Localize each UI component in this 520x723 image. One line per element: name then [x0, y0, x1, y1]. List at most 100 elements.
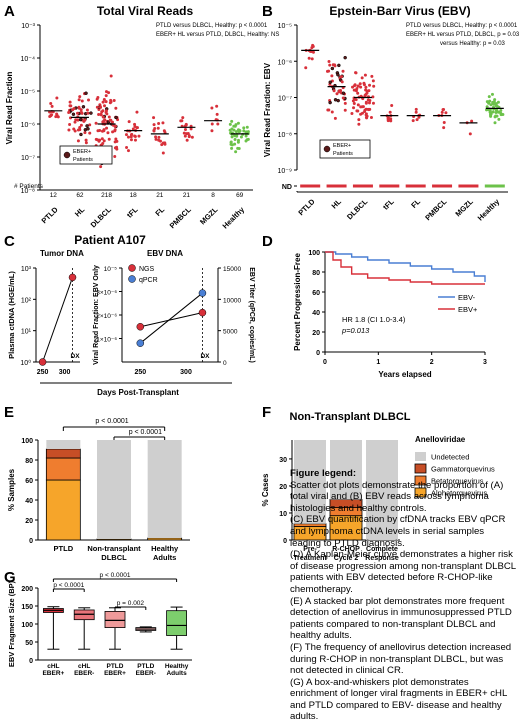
panel-a-point [157, 135, 161, 139]
panel-a-point [100, 137, 104, 141]
panel-c-ngs-line [140, 312, 203, 328]
panel-b-point [330, 110, 334, 114]
panel-a-point [104, 94, 108, 98]
panel-a-point [80, 99, 84, 103]
panel-a-n-count: 12 [50, 192, 58, 199]
panel-a-point [152, 129, 156, 133]
panel-f-bar-undetected [366, 440, 398, 540]
panel-b-point [361, 105, 365, 109]
panel-f-bar-undetected [330, 440, 362, 500]
panel-b-point [341, 96, 345, 100]
panel-a-point [108, 118, 112, 122]
panel-e-y-tick-label: 0 [29, 538, 33, 545]
panel-c-right-y2-axis-label: EBV Titer (qPCR, copies/mL) [248, 267, 255, 363]
panel-a-point [133, 134, 137, 138]
panel-f-legend-label: Gammatorquevirus [431, 465, 495, 474]
panel-d-annotation: p=0.013 [341, 326, 370, 335]
panel-b-point [357, 118, 361, 122]
panel-a-point [95, 97, 99, 101]
panel-f-y-tick-label: 0 [283, 538, 287, 545]
panel-a-point [234, 123, 238, 127]
panel-b-y-tick-label: 10⁻⁹ [278, 168, 292, 175]
panel-a-x-tick-label: FL [153, 205, 166, 218]
panel-b-point [442, 107, 446, 111]
panel-a-point [94, 121, 98, 125]
panel-a-x-tick-label: Healthy [221, 204, 247, 230]
panel-b-point [485, 100, 489, 104]
panel-a-point [111, 130, 115, 134]
panel-b-point [386, 119, 390, 123]
panel-a-point [179, 119, 183, 123]
panel-g-x-tick-label: EBER- [74, 670, 94, 676]
panel-b-point [489, 114, 493, 118]
panel-c-right-x-tick-label: 250 [134, 369, 146, 376]
panel-b-point [332, 89, 336, 93]
panel-a-point [244, 134, 248, 138]
panel-c-ngs-point [198, 308, 207, 317]
panel-c-legend-qpcr-label: qPCR [139, 277, 158, 284]
panel-b-y-tick-label: 10⁻⁷ [278, 96, 292, 103]
panel-a-x-tick-label: HL [73, 205, 87, 219]
panel-a-point [215, 104, 219, 108]
panel-a-n-label: # Patients [14, 183, 44, 190]
panel-b-point [364, 88, 368, 92]
panel-e-sig-label: p < 0.0001 [95, 418, 128, 425]
panel-d-x-tick-label: 1 [376, 359, 380, 366]
panel-b-nd-band [405, 184, 426, 188]
panel-a-point [152, 123, 156, 127]
panel-b-point [330, 74, 334, 78]
panel-a-point [54, 115, 58, 119]
panel-b-point [328, 100, 332, 105]
panel-c-qpcr-point [136, 339, 145, 347]
panel-f-y-tick-label: 10 [279, 511, 287, 518]
panel-b-y-tick-label: 10⁻⁵ [278, 23, 292, 30]
panel-a-point [67, 111, 71, 115]
panel-f-legend-swatch [415, 452, 426, 461]
panel-g-x-tick-label: EBER+ [42, 670, 64, 676]
panel-a-point [237, 138, 241, 142]
panel-b-point [364, 112, 368, 116]
panel-b-point [496, 100, 500, 104]
panel-b-point [485, 105, 489, 109]
panel-a-point [87, 98, 91, 102]
panel-e-x-tick-label: Healthy [151, 544, 179, 553]
panel-b-point [444, 111, 448, 115]
panel-c-right-y-tick-label: 3×10⁻⁶ [96, 290, 117, 297]
panel-b-point [369, 116, 373, 120]
panel-b-point [351, 85, 355, 89]
panel-b-annotation: EBER+ HL versus PTLD, DLBCL, p = 0.03 [406, 32, 520, 38]
panel-b-point [328, 80, 332, 84]
panel-a-point [89, 111, 93, 115]
panel-a-point [50, 104, 54, 108]
panel-a-point [78, 117, 83, 122]
panel-a-point [183, 127, 187, 131]
panel-b-point [356, 84, 360, 88]
panel-b-point [497, 117, 501, 121]
panel-a-point [99, 113, 103, 117]
panel-g-y-tick-label: 100 [21, 622, 33, 629]
panel-g-sig-label: p = 0.002 [117, 600, 145, 607]
panel-b-point [343, 55, 347, 60]
panel-c-x-axis-label: Days Post-Transplant [97, 388, 179, 397]
panel-a-point [230, 143, 234, 147]
panel-b-point [489, 103, 493, 107]
panel-b-point [442, 126, 446, 130]
panel-a-legend-label: EBER+ [73, 149, 91, 155]
panel-a-point [97, 139, 101, 143]
panel-b-nd-band [432, 184, 453, 188]
panel-a-n-count: 21 [156, 192, 164, 199]
panel-b-x-tick-label: DLBCL [345, 197, 370, 222]
panel-f-legend-swatch [414, 463, 427, 474]
panel-g-x-tick-label: PTLD [107, 663, 124, 670]
panel-b-point [493, 121, 497, 125]
panel-d-x-axis-label: Years elapsed [378, 370, 431, 379]
panel-a-point [71, 112, 76, 117]
panel-a-x-tick-label: PMBCL [168, 205, 194, 231]
panel-b-nd-band [458, 184, 479, 188]
panel-a-point [107, 115, 111, 119]
panel-a-n-count: 62 [76, 192, 84, 199]
panel-d-legend-label: EBV+ [458, 305, 478, 314]
panel-a-point [154, 137, 158, 141]
panel-c-left-y-axis-label: Plasma ctDNA (HGE/mL) [7, 271, 16, 359]
panel-b-y-tick-label: 10⁻⁶ [278, 59, 292, 66]
